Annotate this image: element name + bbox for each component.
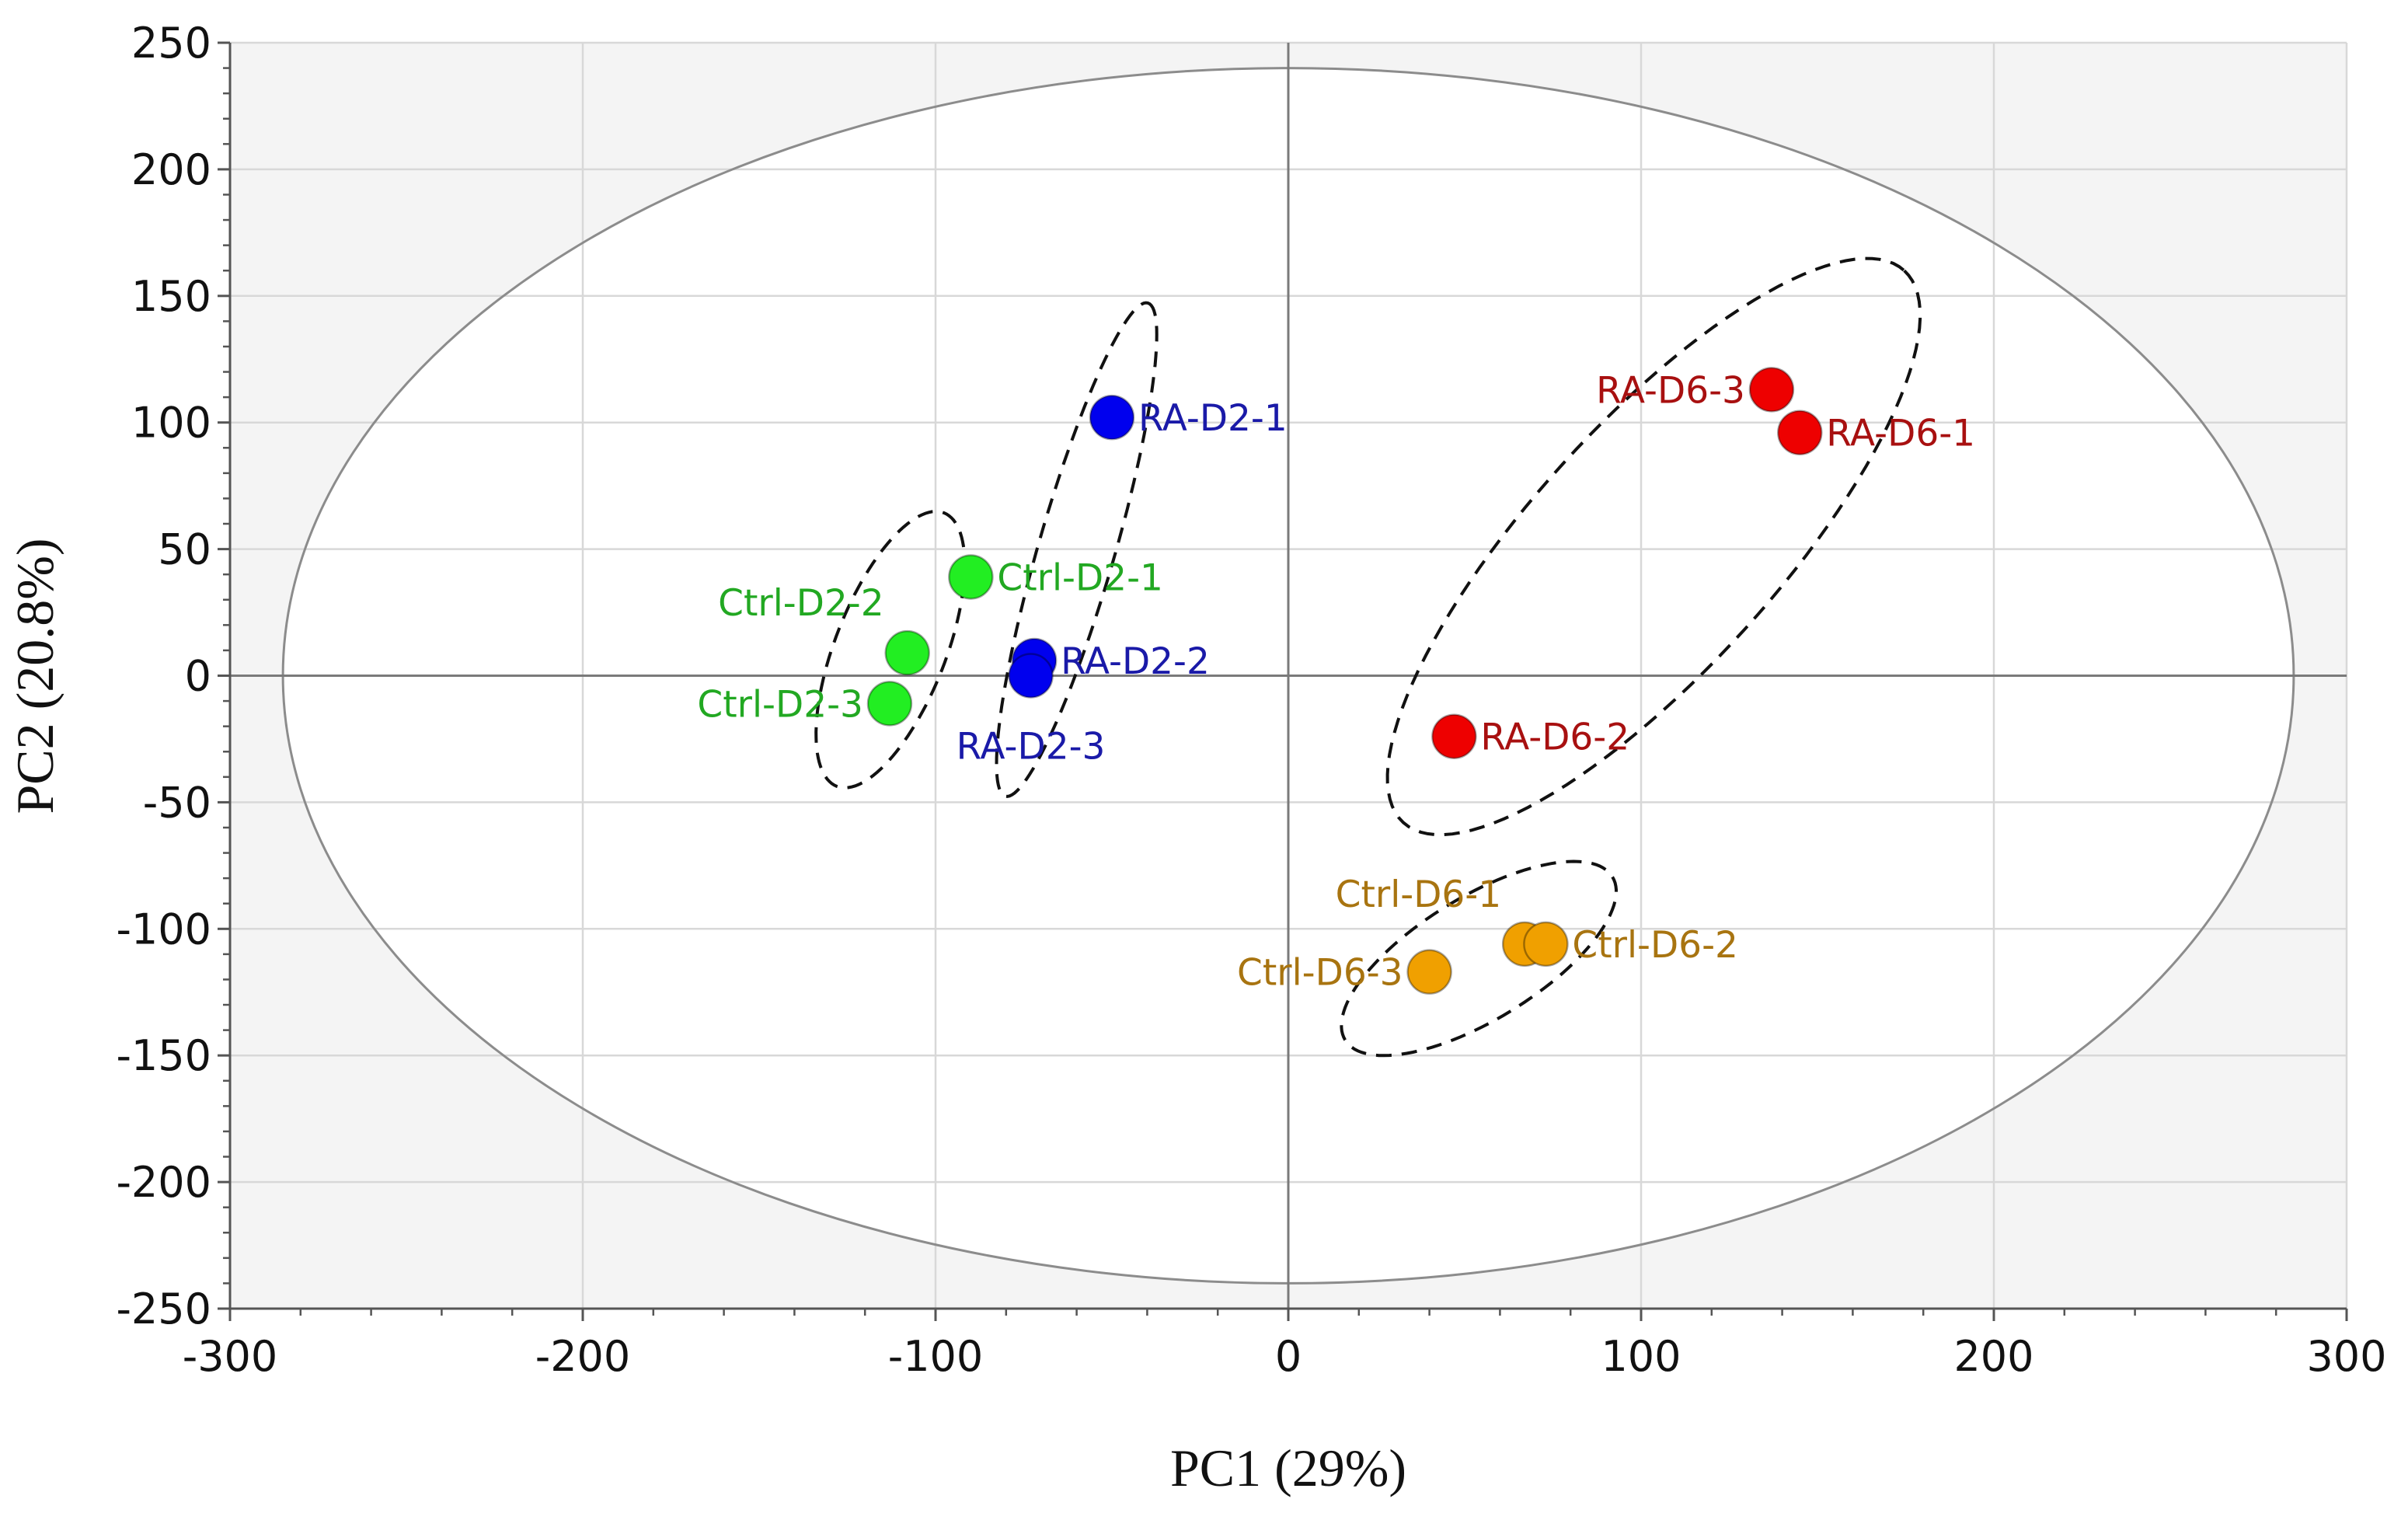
point-label: Ctrl-D6-2 <box>1572 924 1738 967</box>
point-label: RA-D2-2 <box>1061 640 1210 683</box>
data-point <box>884 629 930 676</box>
group-ellipse-ctrl-d2 <box>814 510 967 790</box>
y-tick-label: -50 <box>143 778 211 827</box>
data-point <box>1089 394 1135 441</box>
group-ellipse-ra-d6 <box>1385 256 1922 837</box>
y-axis-title: PC2 (20.8%) <box>5 538 64 814</box>
point-label: Ctrl-D6-1 <box>1336 873 1502 916</box>
point-label: Ctrl-D2-3 <box>697 683 863 726</box>
y-tick-label: 150 <box>131 272 211 321</box>
data-point <box>1431 713 1477 759</box>
point-label: RA-D6-2 <box>1480 716 1629 759</box>
x-tick-label: -300 <box>183 1332 278 1381</box>
data-point <box>1523 921 1569 967</box>
group-ellipse-ra-d2 <box>995 301 1159 798</box>
y-tick-label: 200 <box>131 145 211 194</box>
y-tick-label: 100 <box>131 399 211 448</box>
point-label: Ctrl-D2-2 <box>718 582 884 625</box>
data-point <box>1406 949 1452 995</box>
x-tick-label: -100 <box>888 1332 984 1381</box>
data-point <box>948 554 994 600</box>
x-tick-label: 100 <box>1601 1332 1681 1381</box>
zero-lines <box>230 43 2347 1309</box>
axes: -300 -200 -100 0 100 200 300 250 200 150 100 50 0 -50… <box>116 19 2386 1381</box>
x-tick-label: 0 <box>1275 1332 1302 1381</box>
group-ellipses <box>814 256 1922 1058</box>
point-label: RA-D6-3 <box>1596 369 1745 412</box>
data-point <box>1748 367 1795 413</box>
x-axis-title: PC1 (29%) <box>1170 1438 1406 1497</box>
point-label: RA-D2-3 <box>957 726 1106 769</box>
y-tick-label: 0 <box>185 652 211 701</box>
data-point <box>1008 653 1054 699</box>
group-ellipse-ctrl-d6 <box>1340 859 1619 1058</box>
y-tick-label: -200 <box>116 1158 211 1207</box>
y-tick-label: -250 <box>116 1285 211 1333</box>
y-tick-label: 250 <box>131 19 211 68</box>
data-point <box>1777 410 1823 455</box>
y-tick-label: -150 <box>116 1031 211 1080</box>
y-tick-label: -100 <box>116 905 211 953</box>
point-label: Ctrl-D2-1 <box>997 556 1163 599</box>
point-label: Ctrl-D6-3 <box>1237 952 1403 995</box>
data-points: Ctrl-D2-1 Ctrl-D2-2 Ctrl-D2-3 RA-D2-1 RA-D2-… <box>697 367 1975 995</box>
x-tick-label: 200 <box>1953 1332 2033 1381</box>
point-label: RA-D6-1 <box>1826 413 1975 455</box>
x-tick-label: 300 <box>2306 1332 2386 1381</box>
x-tick-label: -200 <box>535 1332 631 1381</box>
point-label: RA-D2-1 <box>1138 397 1288 440</box>
y-tick-label: 50 <box>158 525 211 574</box>
data-point <box>866 681 913 727</box>
